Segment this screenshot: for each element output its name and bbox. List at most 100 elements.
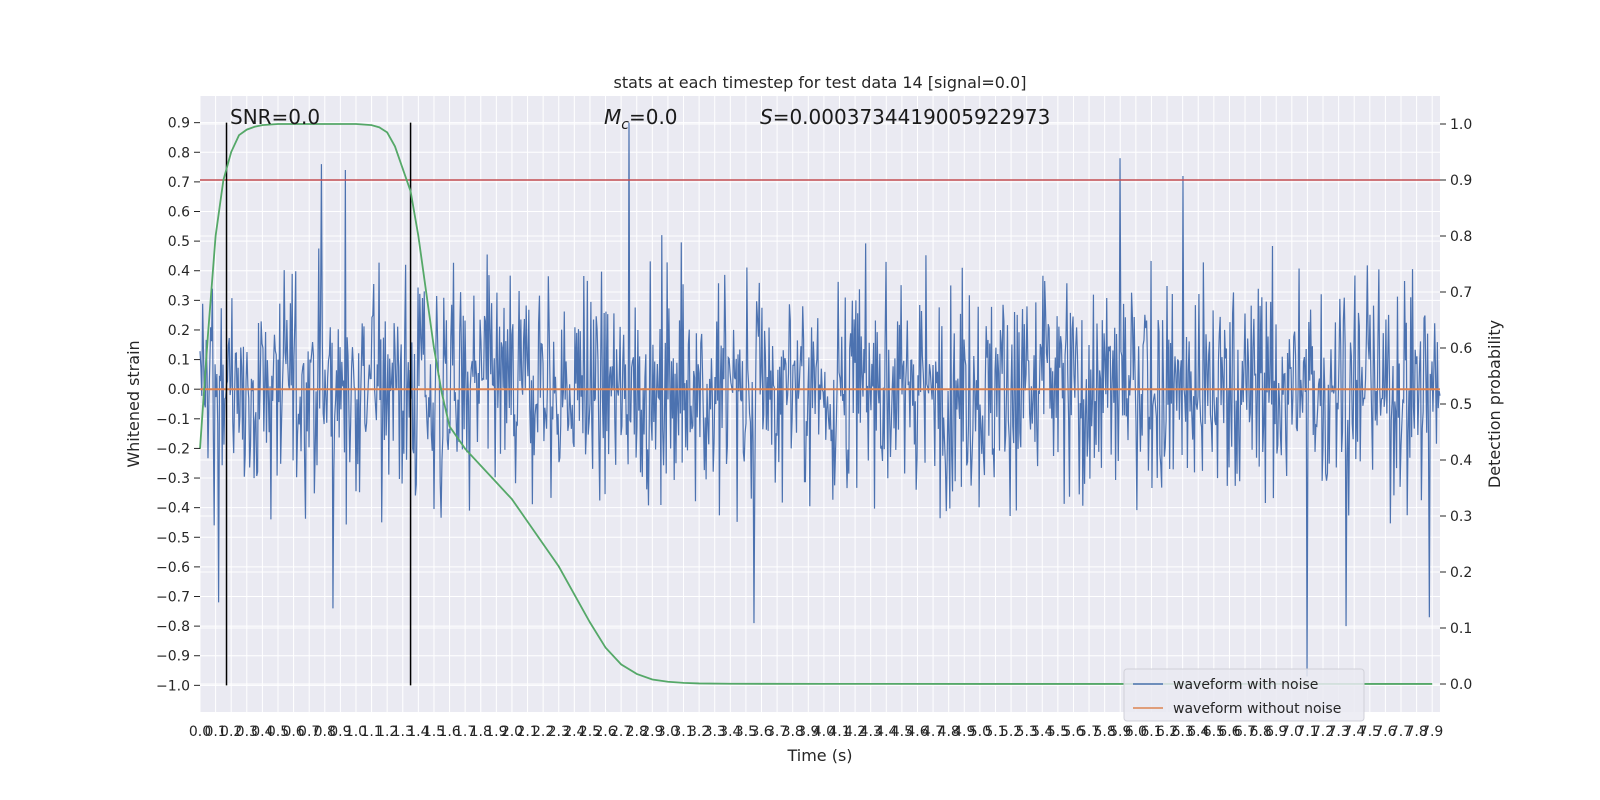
x-tick-label: 1.2 — [376, 724, 398, 740]
x-tick-label: 6.9 — [1265, 724, 1287, 740]
x-tick-label: 2.4 — [563, 724, 585, 740]
x-tick-label: 7.0 — [1281, 724, 1303, 740]
legend-label-clean: waveform without noise — [1173, 701, 1341, 717]
x-tick-label: 6.8 — [1249, 724, 1271, 740]
x-tick-label: 2.9 — [641, 724, 663, 740]
x-tick-label: 4.0 — [813, 724, 835, 740]
chart-overlays — [199, 122, 1440, 686]
x-tick-label: 0.3 — [236, 724, 258, 740]
y-tick-label-left: 0.9 — [168, 116, 190, 132]
x-tick-label: 0.7 — [298, 724, 320, 740]
y-tick-label-right: 0.7 — [1450, 285, 1472, 301]
y-tick-label-left: 0.5 — [168, 234, 190, 250]
detection-probability-line — [199, 123, 1433, 685]
x-tick-label: 1.3 — [392, 724, 414, 740]
x-tick-label: 3.3 — [704, 724, 726, 740]
x-tick-label: 6.7 — [1234, 724, 1256, 740]
x-ticks: 0.00.10.20.30.40.50.60.70.80.91.01.11.21… — [189, 724, 1443, 740]
y-tick-label-left: 0.8 — [168, 145, 190, 161]
x-tick-label: 7.9 — [1421, 724, 1443, 740]
chirp-mass-symbol: M — [604, 105, 621, 129]
x-tick-label: 3.7 — [766, 724, 788, 740]
y-tick-label-left: −0.6 — [156, 560, 190, 576]
x-tick-label: 3.1 — [672, 724, 694, 740]
legend: waveform with noise waveform without noi… — [1123, 668, 1365, 722]
y-tick-label-left: 0.2 — [168, 323, 190, 339]
x-tick-label: 0.5 — [267, 724, 289, 740]
x-tick-label: 3.9 — [797, 724, 819, 740]
x-tick-label: 6.6 — [1218, 724, 1240, 740]
x-tick-label: 5.7 — [1078, 724, 1100, 740]
waveform-with-noise-line — [199, 122, 1441, 677]
x-tick-label: 1.8 — [470, 724, 492, 740]
x-tick-label: 2.1 — [516, 724, 538, 740]
x-tick-label: 1.9 — [485, 724, 507, 740]
x-tick-label: 0.4 — [251, 724, 273, 740]
y-tick-label-left: 0.4 — [168, 264, 190, 280]
y-ticks-right: 1.0 0.9 0.8 0.7 0.6 0.5 0.4 0.3 0.2 0.1 0.0 — [1440, 117, 1472, 693]
x-tick-label: 1.4 — [407, 724, 429, 740]
x-tick-label: 1.0 — [345, 724, 367, 740]
chart-title: stats at each timestep for test data 14 … — [614, 73, 1027, 92]
y-tick-label-right: 0.1 — [1450, 621, 1472, 637]
x-tick-label: 2.5 — [579, 724, 601, 740]
x-tick-label: 2.8 — [626, 724, 648, 740]
y-tick-label-left: −0.2 — [156, 441, 190, 457]
s-symbol: S — [760, 105, 773, 129]
x-tick-label: 4.7 — [922, 724, 944, 740]
x-tick-label: 0.8 — [314, 724, 336, 740]
x-tick-label: 2.6 — [594, 724, 616, 740]
y-tick-label-right: 0.2 — [1450, 565, 1472, 581]
x-tick-label: 3.5 — [735, 724, 757, 740]
y-tick-label-right: 0.8 — [1450, 229, 1472, 245]
x-tick-label: 1.7 — [454, 724, 476, 740]
y-tick-label-right: 0.9 — [1450, 173, 1472, 189]
x-tick-label: 0.6 — [282, 724, 304, 740]
y-tick-label-right: 1.0 — [1450, 117, 1472, 133]
x-tick-label: 2.0 — [501, 724, 523, 740]
y-tick-label-left: −0.4 — [156, 501, 190, 517]
x-tick-label: 7.5 — [1359, 724, 1381, 740]
x-tick-label: 5.9 — [1109, 724, 1131, 740]
x-tick-label: 6.1 — [1140, 724, 1162, 740]
snr-annotation: SNR=0.0 — [230, 105, 320, 129]
x-tick-label: 0.9 — [329, 724, 351, 740]
y-axis-label-left: Whitened strain — [124, 340, 143, 467]
x-tick-label: 6.0 — [1125, 724, 1147, 740]
x-tick-label: 4.4 — [875, 724, 897, 740]
x-tick-label: 1.1 — [360, 724, 382, 740]
x-tick-label: 7.2 — [1312, 724, 1334, 740]
y-tick-label-right: 0.5 — [1450, 397, 1472, 413]
y-tick-label-left: −0.9 — [156, 649, 190, 665]
x-tick-label: 7.8 — [1405, 724, 1427, 740]
y-tick-label-right: 0.0 — [1450, 677, 1472, 693]
x-tick-label: 0.2 — [220, 724, 242, 740]
y-tick-label-left: 0.7 — [168, 175, 190, 191]
x-tick-label: 4.3 — [860, 724, 882, 740]
y-tick-label-left: 0.0 — [168, 382, 190, 398]
x-tick-label: 1.6 — [438, 724, 460, 740]
y-tick-label-right: 0.3 — [1450, 509, 1472, 525]
y-ticks-left: 0.9 0.8 0.7 0.6 0.5 0.4 0.3 0.2 0.1 0.0 −0.1 −0.2 −0… — [156, 116, 200, 694]
x-tick-label: 4.2 — [844, 724, 866, 740]
y-tick-label-left: 0.3 — [168, 293, 190, 309]
x-tick-label: 3.2 — [688, 724, 710, 740]
y-tick-label-left: −0.1 — [156, 412, 190, 428]
x-tick-label: 5.8 — [1094, 724, 1116, 740]
y-axis-label-right: Detection probability — [1485, 320, 1504, 488]
x-tick-label: 5.6 — [1062, 724, 1084, 740]
chirp-mass-subscript: c — [621, 117, 629, 133]
x-tick-label: 3.6 — [750, 724, 772, 740]
x-tick-label: 4.8 — [938, 724, 960, 740]
x-tick-label: 4.1 — [828, 724, 850, 740]
legend-box — [1123, 668, 1365, 722]
x-tick-label: 2.7 — [610, 724, 632, 740]
x-tick-label: 0.0 — [189, 724, 211, 740]
y-tick-label-left: 0.1 — [168, 353, 190, 369]
x-tick-label: 0.1 — [204, 724, 226, 740]
x-tick-label: 7.7 — [1390, 724, 1412, 740]
x-tick-label: 6.5 — [1203, 724, 1225, 740]
y-tick-label-left: −1.0 — [156, 678, 190, 694]
x-tick-label: 1.5 — [423, 724, 445, 740]
